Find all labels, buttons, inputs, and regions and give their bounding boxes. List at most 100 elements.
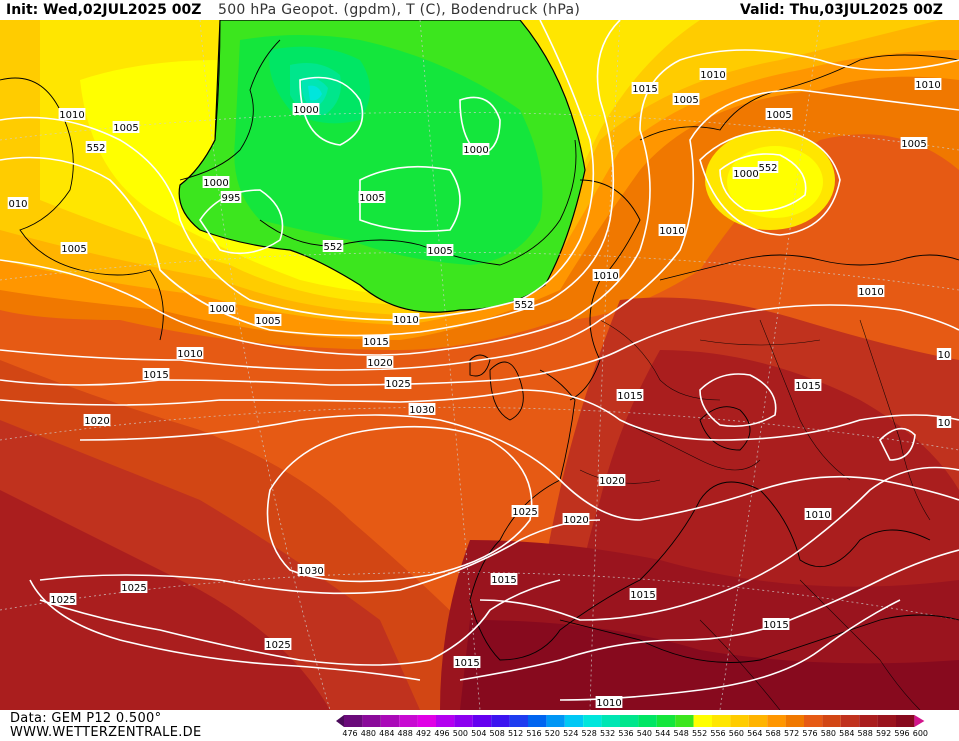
isobar-label-box — [264, 638, 292, 650]
colorbar-tick-label: 476 — [342, 729, 358, 738]
colorbar-tick-label: 572 — [783, 729, 800, 738]
isobar-label-box — [208, 302, 236, 314]
isobar-label: 1000 — [732, 167, 760, 180]
isobar-label-box — [112, 121, 140, 133]
isobar-label-box — [857, 285, 885, 297]
isobar-label-text: 1000 — [203, 178, 228, 189]
isobar-label: 1010 — [595, 696, 623, 709]
colorbar-tick-label: 480 — [360, 729, 377, 738]
colorbar-tick-label: 508 — [489, 729, 505, 738]
isobar-label-text: 1020 — [367, 358, 392, 369]
isobar-label-box — [631, 82, 659, 94]
contour-552-west — [179, 20, 221, 186]
colorbar-swatch — [528, 715, 547, 727]
isobar-label: 1010 — [804, 508, 832, 521]
colorbar-right-arrow — [914, 715, 925, 727]
isobar-label-box — [762, 618, 790, 630]
isobar-label-box — [60, 242, 88, 254]
isobar-label-text: 1010 — [858, 287, 883, 298]
isobar-label: 1015 — [631, 82, 659, 95]
isobars — [0, 20, 959, 701]
isobar-label-text: 1005 — [61, 244, 86, 255]
isobar-label-box — [426, 244, 454, 256]
isobar-label: 1025 — [511, 505, 539, 518]
isobar-label-box — [914, 78, 942, 90]
colorbar-tick-label: 580 — [820, 729, 837, 738]
isobar-label-box — [358, 191, 386, 203]
colorbar-tick-label: 548 — [673, 729, 689, 738]
colorbar-tick-label: 492 — [415, 729, 432, 738]
isobar-label-text: 1005 — [255, 316, 280, 327]
isobar-label: 1005 — [900, 137, 928, 150]
isobar-label-box — [202, 176, 230, 188]
isobar-label-text: 552 — [758, 163, 777, 174]
isobar-label-box — [658, 224, 686, 236]
isobar-label-box — [120, 581, 148, 593]
colorbar-swatch — [344, 715, 363, 727]
isobar-label-box — [392, 313, 420, 325]
isobar-label: 552 — [322, 240, 344, 253]
isobar-label-box — [592, 269, 620, 281]
colorbar-tick-label: 592 — [875, 729, 892, 738]
isobar-label-box — [732, 167, 760, 179]
colorbar-swatch — [399, 715, 418, 727]
isobar-label-box — [765, 108, 793, 120]
colorbar-swatch — [656, 715, 676, 727]
colorbar-ticks: 476 480 484 488 492 496 500 504 508 512 516 520 524 5… — [342, 729, 954, 740]
colorbar-swatch — [675, 715, 694, 727]
colorbar-swatch — [620, 715, 639, 727]
country-borders — [579, 319, 931, 710]
isobar-label-text: 1015 — [454, 658, 479, 669]
isobar-label: 1015 — [142, 368, 170, 381]
isobar-label-box — [176, 347, 204, 359]
colorbar-tick-label: 488 — [397, 729, 413, 738]
isobar-label-box — [595, 696, 623, 708]
isobar-label-box — [297, 564, 325, 576]
isobar-label-box — [142, 368, 170, 380]
isobar-label-box — [598, 474, 626, 486]
isobar-label: 1025 — [49, 593, 77, 606]
map-title: 500 hPa Geopot. (gpdm), T (C), Bodendruc… — [218, 2, 581, 18]
colorbar-swatch — [840, 715, 860, 727]
colorbar-tick-label: 556 — [710, 729, 726, 738]
isobar-label: 1010 — [392, 313, 420, 326]
isobar-label: 1005 — [112, 121, 140, 134]
isobar-label: 995 — [220, 191, 242, 204]
isobar-label-text: 1005 — [901, 139, 926, 150]
isobar-label-text: 1005 — [427, 246, 452, 257]
isobar-label-box — [85, 141, 107, 153]
colorbar — [336, 715, 925, 727]
isobar-label: 1000 — [462, 143, 490, 156]
isobar-label-box — [292, 103, 320, 115]
isobar-label-box — [936, 348, 952, 360]
isobar-label-text: 1030 — [298, 566, 323, 577]
isobar-label: 1020 — [366, 356, 394, 369]
colorbar-tick-label: 596 — [894, 729, 910, 738]
colorbar-tick-label: 524 — [563, 729, 579, 738]
colorbar-tick-label: 516 — [526, 729, 542, 738]
colorbar-swatch — [767, 715, 786, 727]
isobar-label-box — [513, 298, 535, 310]
isobar-label-box — [511, 505, 539, 517]
isobar-label-text: 1010 — [596, 698, 621, 709]
colorbar-tick-label: 500 — [452, 729, 469, 738]
colorbar-swatch — [693, 715, 712, 727]
header-bar: Init: Wed,02JUL2025 00Z 500 hPa Geopot. … — [0, 0, 959, 20]
colorbar-swatch — [491, 715, 510, 727]
isobar-label: 1015 — [453, 656, 481, 669]
isobar-label-text: 1020 — [599, 476, 624, 487]
isobar-label-box — [672, 93, 700, 105]
isobar-label: 1030 — [408, 403, 436, 416]
isobar-label: 1005 — [358, 191, 386, 204]
isobar-label-text: 1010 — [393, 315, 418, 326]
isobar-label-text: 1015 — [143, 370, 168, 381]
colorbar-tick-label: 512 — [507, 729, 524, 738]
isobar-label: 1005 — [765, 108, 793, 121]
isobar-label-text: 1020 — [84, 416, 109, 427]
colorbar-tick-label: 536 — [618, 729, 634, 738]
colorbar-swatch — [601, 715, 620, 727]
isobar-label-box — [362, 335, 390, 347]
isobar-label: 1020 — [562, 513, 590, 526]
colorbar-tick-label: 568 — [765, 729, 781, 738]
